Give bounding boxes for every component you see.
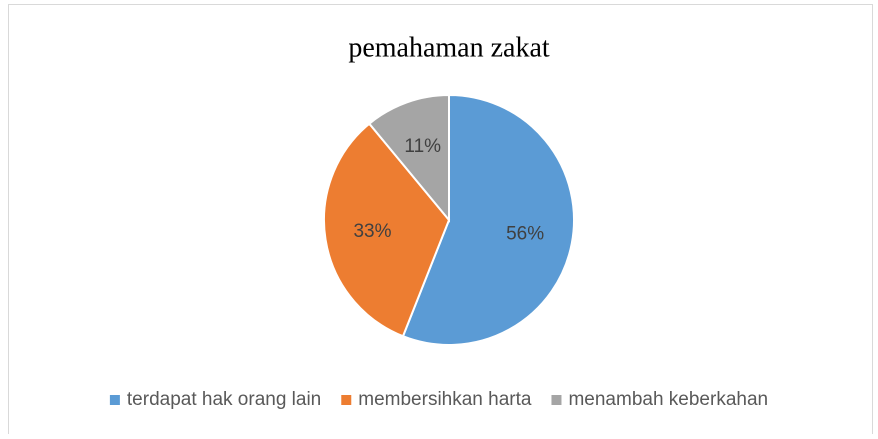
value-label: 56% (506, 224, 544, 245)
legend-swatch (551, 395, 562, 405)
pie-slice (323, 122, 451, 338)
legend-swatch (109, 395, 120, 405)
value-label: 11% (404, 136, 441, 157)
legend-swatch (341, 395, 352, 405)
pie-slice (367, 93, 450, 223)
legend-label: membersihkan harta (358, 389, 532, 410)
legend: terdapat hak orang lain membersihkan hart… (109, 389, 768, 410)
legend-label: terdapat hak orang lain (127, 389, 321, 410)
legend-label: menambah keberkahan (568, 389, 768, 410)
chart-title: pemahaman zakat (348, 32, 550, 63)
value-label: 33% (353, 221, 391, 242)
pie-slice (401, 93, 575, 346)
